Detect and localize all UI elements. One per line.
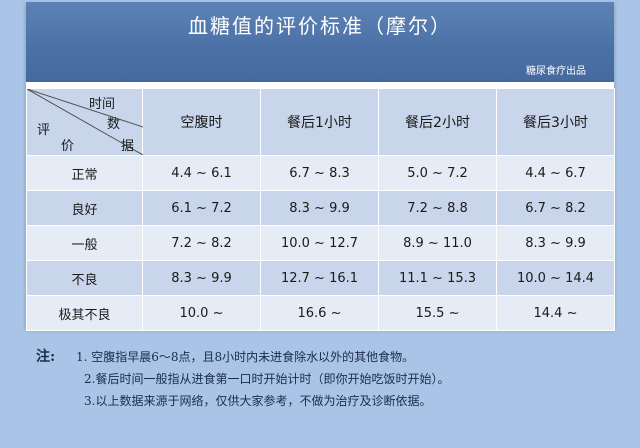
table-cell: 12.7 ~ 16.1 [260,260,379,296]
table-cell: 8.9 ~ 11.0 [378,225,497,261]
glucose-table: 时间 数 评 价 据 空腹时 餐后1小时 餐后2小时 餐后3小时 正常 4.4 … [26,88,615,331]
column-header: 餐后3小时 [496,88,615,156]
table-cell: 6.1 ~ 7.2 [142,190,261,226]
table-cell: 8.3 ~ 9.9 [142,260,261,296]
note-line: 3.以上数据来源于网络，仅供大家参考，不做为治疗及诊断依据。 [84,394,432,408]
note-line: 1. 空腹指早晨6～8点，且8小时内未进食除水以外的其他食物。 [76,350,415,364]
table-cell: 7.2 ~ 8.8 [378,190,497,226]
table-cell: 15.5 ~ [378,295,497,331]
page-title: 血糖值的评价标准（摩尔） [188,14,452,38]
row-label: 极其不良 [26,295,143,331]
table-cell: 10.0 ~ [142,295,261,331]
publisher-label: 糖尿食疗出品 [526,66,586,77]
table-cell: 7.2 ~ 8.2 [142,225,261,261]
table-cell: 4.4 ~ 6.1 [142,155,261,191]
column-header: 餐后2小时 [378,88,497,156]
table-cell: 6.7 ~ 8.2 [496,190,615,226]
evaluation-card: 血糖值的评价标准（摩尔） 糖尿食疗出品 时间 数 评 价 据 空腹时 餐后1小时… [26,2,615,331]
table-cell: 8.3 ~ 9.9 [496,225,615,261]
column-header: 空腹时 [142,88,261,156]
table-cell: 10.0 ~ 12.7 [260,225,379,261]
table-row: 正常 4.4 ~ 6.1 6.7 ~ 8.3 5.0 ~ 7.2 4.4 ~ 6… [26,155,615,191]
row-label: 一般 [26,225,143,261]
corner-diagonal-lines [27,89,143,155]
table-cell: 4.4 ~ 6.7 [496,155,615,191]
title-banner: 血糖值的评价标准（摩尔） 糖尿食疗出品 [26,2,614,82]
corner-label-price: 价 [61,139,75,154]
table-cell: 8.3 ~ 9.9 [260,190,379,226]
column-header: 餐后1小时 [260,88,379,156]
corner-label-data: 据 [121,139,135,154]
row-label: 不良 [26,260,143,296]
table-cell: 11.1 ~ 15.3 [378,260,497,296]
row-label: 良好 [26,190,143,226]
table-cell: 10.0 ~ 14.4 [496,260,615,296]
table-row: 良好 6.1 ~ 7.2 8.3 ~ 9.9 7.2 ~ 8.8 6.7 ~ 8… [26,190,615,226]
table-cell: 5.0 ~ 7.2 [378,155,497,191]
corner-label-evaluate: 评 [37,123,51,138]
corner-label-number: 数 [107,117,121,132]
corner-label-time: 时间 [89,97,116,112]
table-row: 不良 8.3 ~ 9.9 12.7 ~ 16.1 11.1 ~ 15.3 10.… [26,260,615,296]
table-cell: 16.6 ~ [260,295,379,331]
note-line: 2.餐后时间一般指从进食第一口时开始计时（即你开始吃饭时开始）。 [84,372,450,386]
table-header-row: 时间 数 评 价 据 空腹时 餐后1小时 餐后2小时 餐后3小时 [26,88,615,156]
table-cell: 6.7 ~ 8.3 [260,155,379,191]
table-row: 一般 7.2 ~ 8.2 10.0 ~ 12.7 8.9 ~ 11.0 8.3 … [26,225,615,261]
corner-cell: 时间 数 评 价 据 [26,88,143,156]
row-label: 正常 [26,155,143,191]
notes-heading: 注: [36,349,56,365]
table-cell: 14.4 ~ [496,295,615,331]
table-row: 极其不良 10.0 ~ 16.6 ~ 15.5 ~ 14.4 ~ [26,295,615,331]
